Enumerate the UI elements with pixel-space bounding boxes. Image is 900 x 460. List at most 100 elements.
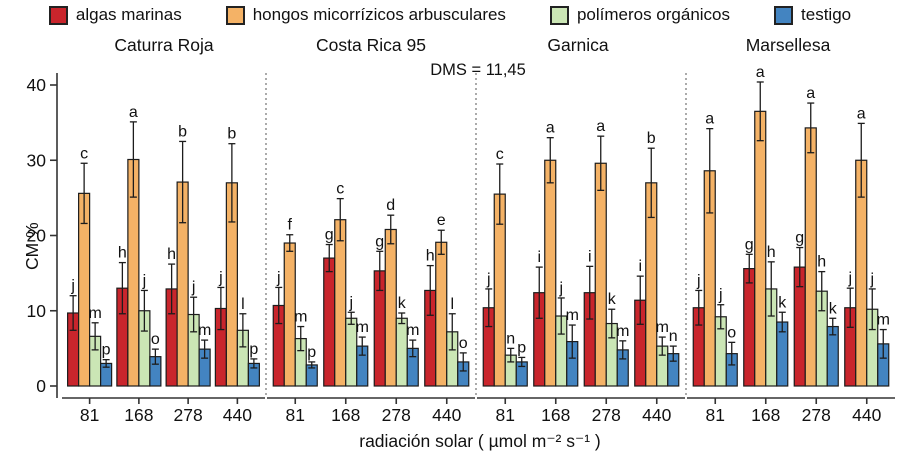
x-tick-label: 168 [751,405,780,425]
x-tick-label: 278 [802,405,831,425]
significance-letter: g [745,236,754,253]
y-tick-label: 10 [27,301,47,321]
significance-letter: m [616,323,629,340]
significance-letter: j [218,269,223,286]
panel-title-caturra-roja: Caturra Roja [114,35,214,55]
significance-letter: j [348,294,353,311]
significance-letter: o [151,331,160,348]
significance-letter: m [566,307,579,324]
significance-letter: l [241,296,245,313]
significance-letter: j [869,271,874,288]
significance-letter: i [588,248,592,265]
significance-letter: o [727,324,736,341]
significance-letter: l [450,296,454,313]
significance-letter: c [80,145,88,162]
bar [594,162,607,387]
significance-letter: k [829,300,838,317]
y-axis-label: CM % [22,222,42,270]
significance-letter: a [129,104,138,121]
x-tick-label: 168 [124,405,153,425]
significance-letter: a [857,105,866,122]
significance-letter: j [486,271,491,288]
x-tick-label: 81 [496,405,515,425]
x-axis-label: radiación solar ( µmol m⁻² s⁻¹ ) [359,431,601,451]
x-tick-label: 168 [331,405,360,425]
bar [384,228,397,387]
bar [754,110,767,387]
legend-swatch-red [48,5,68,25]
significance-letter: k [778,294,787,311]
significance-letter: p [102,342,111,359]
x-tick-label: 81 [286,405,305,425]
significance-letter: g [325,227,334,244]
significance-letter: h [767,244,776,261]
legend-swatch-green [549,5,569,25]
significance-letter: j [696,272,701,289]
x-tick-label: 168 [541,405,570,425]
significance-letter: n [506,330,515,347]
significance-letter: a [806,85,815,102]
legend-label: polímeros orgánicos [576,5,731,24]
significance-letter: b [227,126,236,143]
significance-letter: k [608,291,617,308]
significance-letter: m [656,319,669,336]
significance-letter: b [178,123,187,140]
y-tick-label: 40 [27,75,47,95]
x-tick-label: 440 [852,405,881,425]
significance-letter: c [496,146,504,163]
significance-letter: a [756,64,765,81]
y-tick-label: 20 [27,226,47,246]
significance-letter: m [294,309,307,326]
legend-swatch-blue [774,5,794,25]
x-tick-label: 81 [706,405,725,425]
significance-letter: i [638,258,642,275]
bar [435,241,448,387]
dms-annotation: DMS = 11,45 [430,61,526,79]
significance-letter: a [705,111,714,128]
significance-letter: f [288,217,293,234]
significance-letter: j [142,272,147,289]
significance-letter: m [406,322,419,339]
bar [323,257,336,387]
significance-letter: m [88,305,101,322]
x-tick-label: 278 [382,405,411,425]
x-tick-label: 440 [223,405,252,425]
legend-label: testigo [801,5,852,24]
bar [804,127,817,387]
significance-letter: j [718,287,723,304]
panel-title-marsellesa: Marsellesa [745,35,831,55]
significance-letter: a [546,120,555,137]
significance-letter: a [596,118,605,135]
panel-title-garnica: Garnica [547,35,609,55]
legend-item-testigo: testigo [774,5,851,25]
significance-letter: m [356,319,369,336]
legend: algas marinas hongos micorrízicos arbusc… [0,5,900,25]
significance-letter: j [276,269,281,286]
significance-letter: n [669,328,678,345]
y-tick-label: 30 [27,150,47,170]
significance-letter: h [167,246,176,263]
legend-item-hongos: hongos micorrízicos arbusculares [225,5,506,25]
legend-item-algas-marinas: algas marinas [48,5,182,25]
significance-letter: j [847,270,852,287]
significance-letter: i [537,249,541,266]
significance-letter: c [336,181,344,198]
significance-letter: m [198,322,211,339]
significance-letter: j [191,279,196,296]
x-tick-label: 440 [642,405,671,425]
bar [544,159,557,387]
significance-letter: k [398,295,407,312]
significance-letter: b [647,130,656,147]
significance-letter: h [426,248,435,265]
x-tick-label: 278 [592,405,621,425]
panel-title-costa-rica-95: Costa Rica 95 [316,35,426,55]
legend-swatch-orange [225,5,245,25]
x-tick-label: 440 [432,405,461,425]
significance-letter: h [118,245,127,262]
significance-letter: e [437,212,446,229]
bar [743,268,756,387]
legend-label: hongos micorrízicos arbusculares [252,5,506,24]
significance-letter: j [558,280,563,297]
